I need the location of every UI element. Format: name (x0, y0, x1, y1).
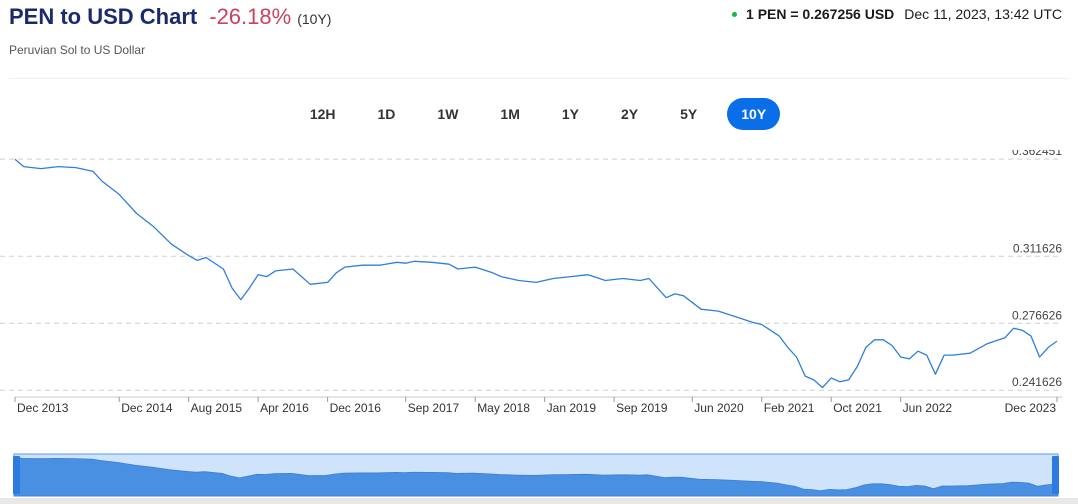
x-tick-label: Aug 2015 (191, 401, 243, 415)
x-tick-label: Dec 2016 (330, 401, 382, 415)
rate-row: 1 PEN = 0.267256 USD Dec 11, 2023, 13:42… (732, 6, 1062, 22)
tab-12h[interactable]: 12H (309, 106, 336, 122)
header-divider (9, 78, 1069, 79)
x-tick-label: Sep 2017 (408, 401, 460, 415)
tab-1d[interactable]: 1D (377, 106, 396, 122)
x-tick-label: Jun 2022 (903, 401, 953, 415)
change-percent: -26.18% (209, 4, 292, 29)
page-subtitle: Peruvian Sol to US Dollar (9, 43, 146, 57)
tab-1w[interactable]: 1W (437, 106, 459, 122)
x-tick-label: Apr 2016 (260, 401, 309, 415)
page-title: PEN to USD Chart (9, 4, 198, 29)
tab-5y[interactable]: 5Y (680, 106, 698, 122)
series-line (14, 158, 1058, 389)
navigator[interactable] (0, 452, 1078, 504)
x-tick-label: Jun 2020 (694, 401, 744, 415)
y-tick-label: 0.311626 (1013, 241, 1062, 255)
y-tick-label: 0.276626 (1012, 308, 1062, 322)
y-tick-label: 0.362451 (1012, 150, 1062, 158)
rate-timestamp: Dec 11, 2023, 13:42 UTC (904, 6, 1062, 22)
tab-1y[interactable]: 1Y (561, 106, 579, 122)
y-tick-label: 0.241626 (1012, 375, 1062, 389)
current-rate: 1 PEN = 0.267256 USD (746, 6, 895, 22)
x-tick-label: Sep 2019 (616, 401, 668, 415)
navigator-series (13, 456, 1059, 497)
navigator-scrollbar[interactable] (0, 498, 1078, 504)
tab-1m[interactable]: 1M (500, 106, 520, 122)
x-tick-label: Dec 2023 (1005, 401, 1057, 415)
navigator-right-handle[interactable] (1052, 456, 1059, 494)
x-tick-label: Oct 2021 (833, 401, 882, 415)
x-tick-label: Jan 2019 (547, 401, 597, 415)
change-period: (10Y) (297, 11, 332, 27)
x-tick-label: May 2018 (477, 401, 530, 415)
range-tabs: 12H 1D 1W 1M 1Y 2Y 5Y 10Y (0, 98, 1078, 130)
x-tick-label: Dec 2013 (17, 401, 69, 415)
x-tick-label: Feb 2021 (764, 401, 815, 415)
rate-chart[interactable]: 0.362451 0.311626 0.276626 0.241626 Dec 2013… (0, 150, 1078, 420)
x-tick-label: Dec 2014 (121, 401, 173, 415)
title-row: PEN to USD Chart -26.18% (10Y) (9, 4, 331, 30)
live-dot-icon (732, 11, 738, 17)
tab-2y[interactable]: 2Y (621, 106, 639, 122)
navigator-left-handle[interactable] (13, 456, 20, 494)
tab-10y[interactable]: 10Y (727, 98, 781, 130)
